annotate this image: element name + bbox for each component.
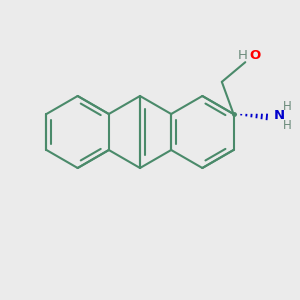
Text: H: H xyxy=(282,119,291,132)
Text: H: H xyxy=(237,49,247,62)
Text: O: O xyxy=(249,49,260,62)
Text: N: N xyxy=(273,109,284,122)
Text: H: H xyxy=(282,100,291,113)
